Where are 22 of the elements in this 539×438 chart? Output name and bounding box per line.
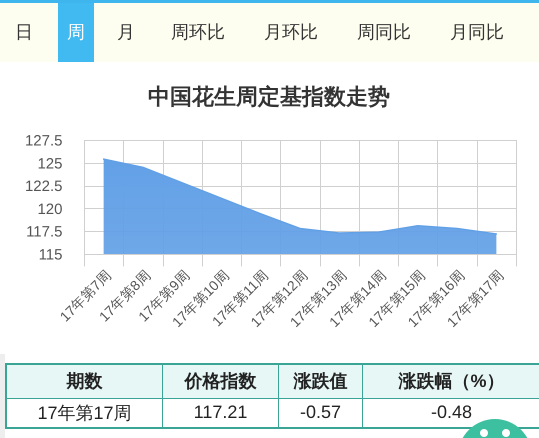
text: 月环比 <box>263 21 319 44</box>
text: 117.21 <box>162 398 278 428</box>
y-tick-label: 125 <box>37 155 62 172</box>
y-tick-label: 117.5 <box>26 224 62 241</box>
text: 月 <box>116 21 136 44</box>
text: -0.57 <box>278 398 362 428</box>
text: 17年第17周 <box>6 398 162 428</box>
text: -0.48 <box>362 398 539 428</box>
text: 周环比 <box>170 21 226 44</box>
chart-title: 中国花生周定基指数走势 <box>148 84 390 109</box>
text: 涨跌幅（%） <box>362 364 539 398</box>
y-tick-label: 120 <box>37 200 62 218</box>
y-tick-label: 127.5 <box>24 132 62 150</box>
text: 涨跌值 <box>278 364 362 398</box>
text: 周同比 <box>356 21 412 44</box>
text: 日 <box>14 21 34 44</box>
y-tick-label: 122.5 <box>24 178 62 196</box>
text: 月同比 <box>449 21 505 44</box>
text: 周 <box>58 3 94 62</box>
y-tick-label: 115 <box>38 246 62 264</box>
text: 价格指数 <box>162 364 278 398</box>
text: 期数 <box>6 364 162 398</box>
